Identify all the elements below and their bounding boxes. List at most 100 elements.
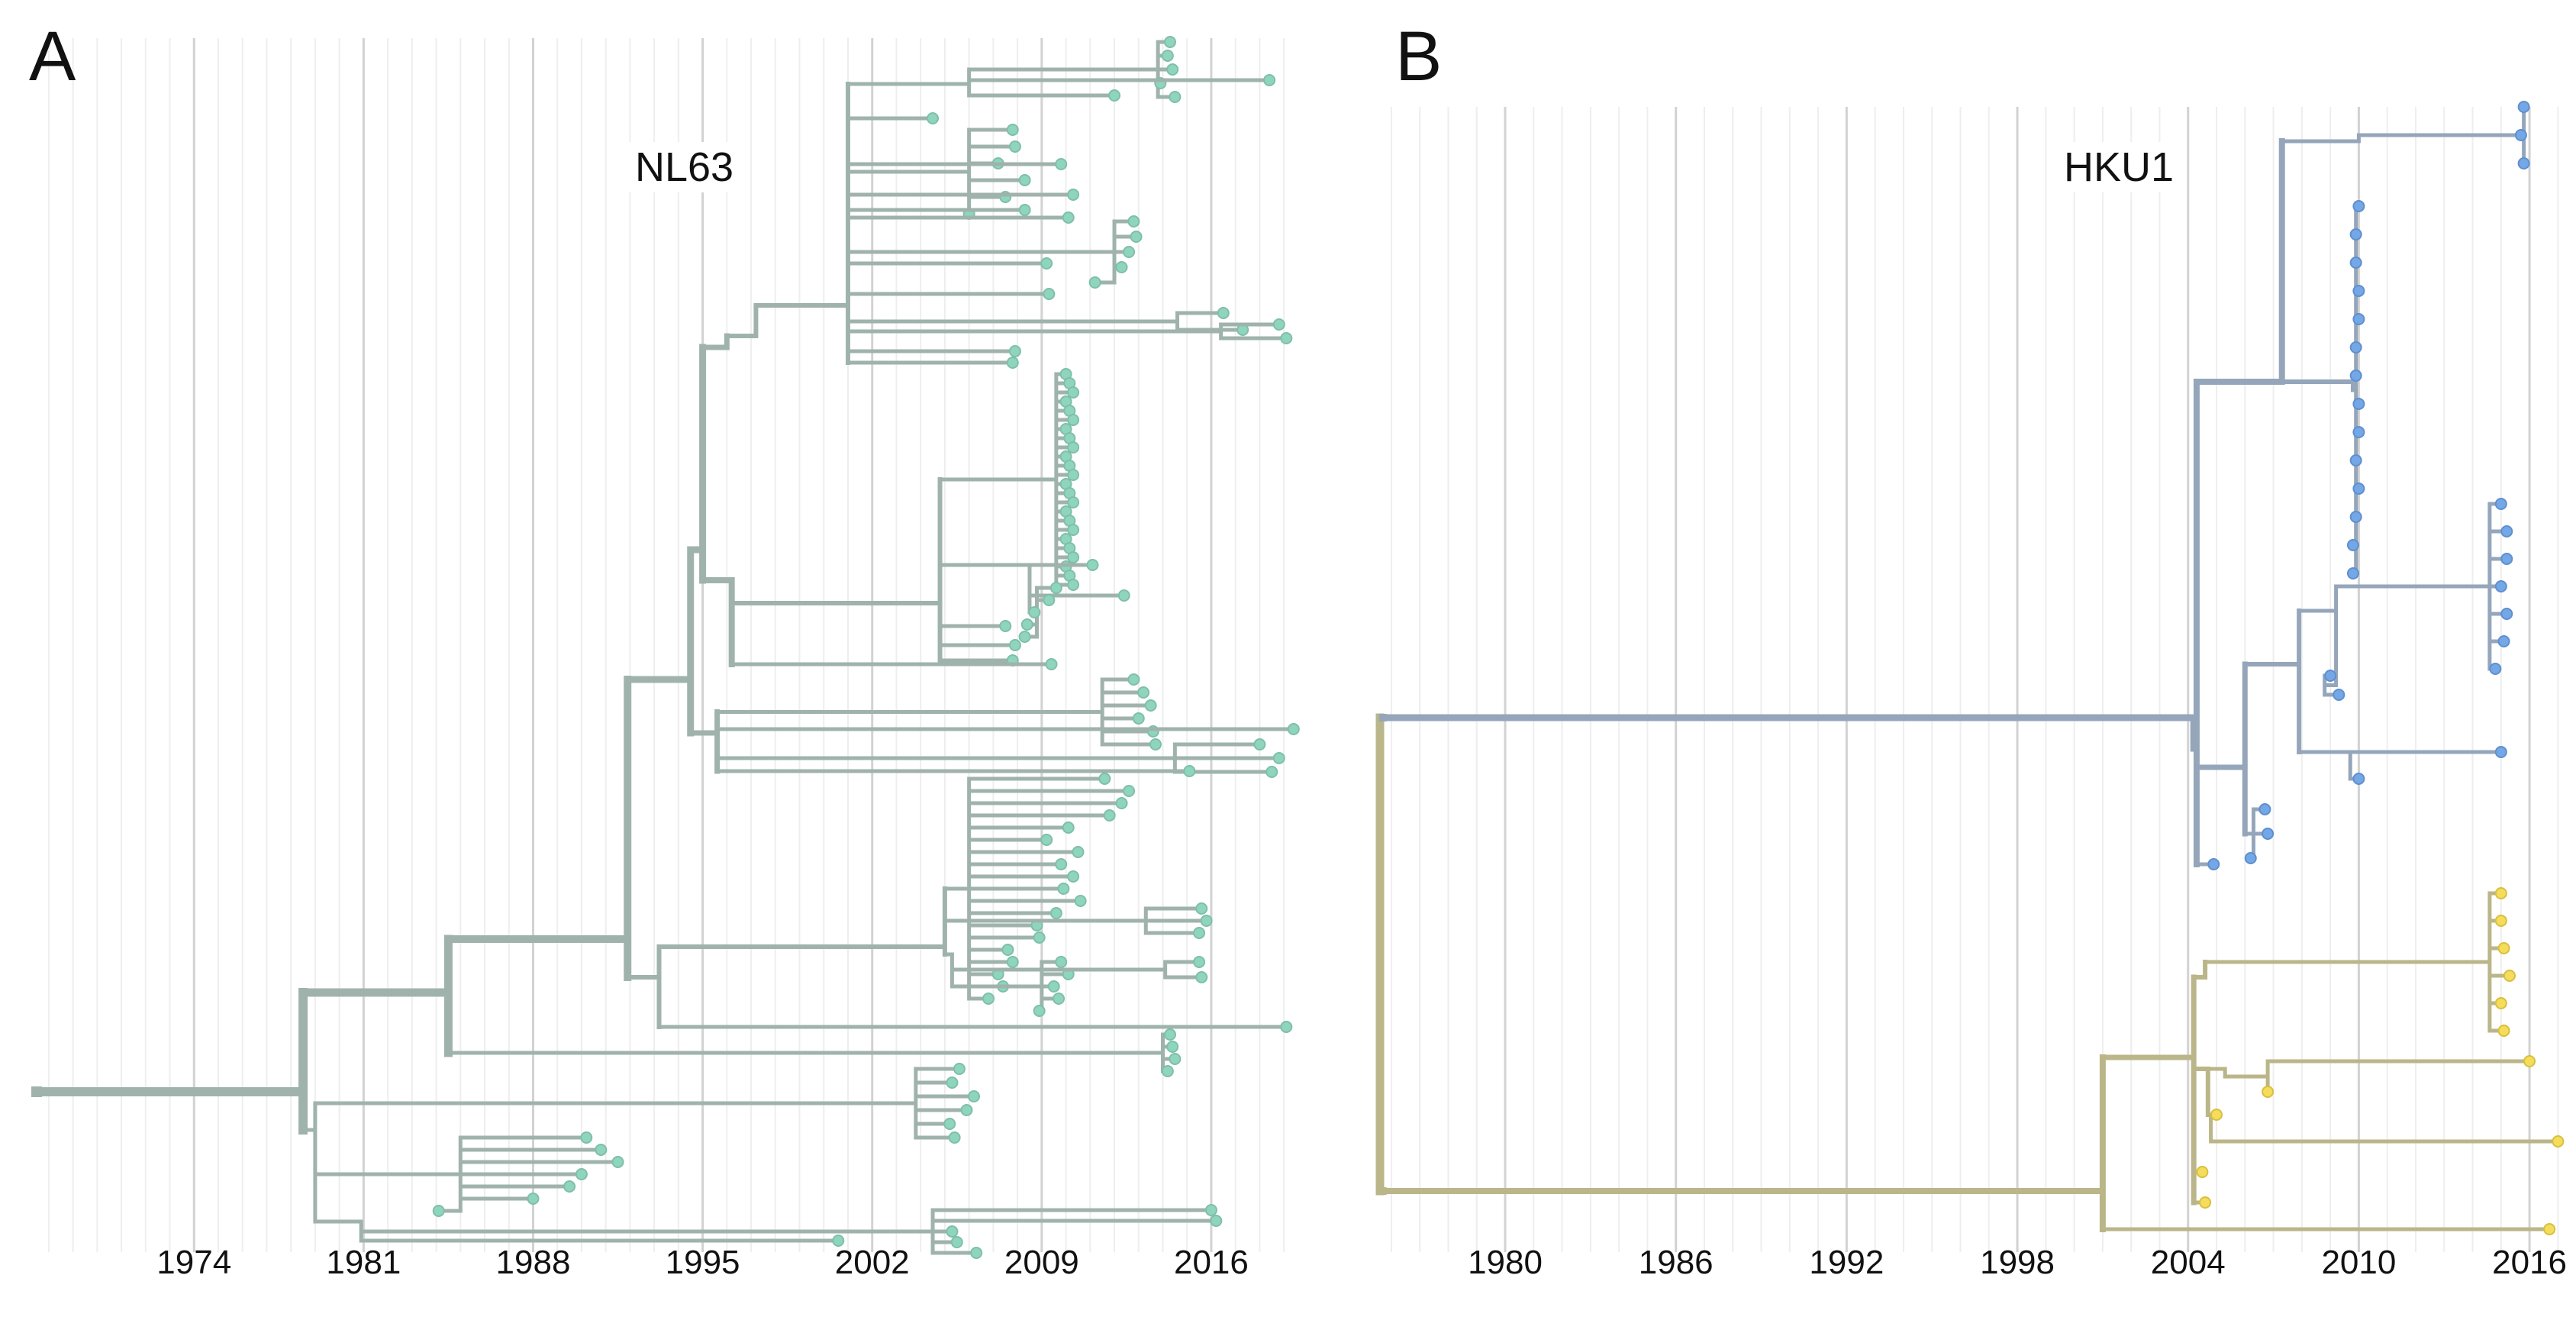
tip-node [1033,1005,1046,1017]
tip-node [1204,1204,1217,1216]
tip-node [946,1077,959,1089]
tip-node [1006,956,1019,968]
tip-node [970,1247,983,1259]
tip-node [1193,927,1206,939]
nl63-tree: 1974 1981 1988 1995 2002 2009 2016 [31,36,1300,1281]
tip-node [1280,332,1293,344]
tip-node [1149,738,1162,750]
tip-node [1130,231,1143,243]
tip-node [2333,689,2345,701]
tip-node [1127,673,1140,686]
tip-node [1108,89,1121,102]
tip-node [2517,157,2530,169]
tip-node [2349,257,2362,269]
tip-node [1123,785,1136,797]
tip-node [948,1131,961,1144]
tip-node [2497,942,2510,954]
tick-label: 2002 [835,1244,910,1281]
tip-node [1164,1028,1176,1041]
tip-node [1053,993,1066,1005]
tip-node [2543,1223,2556,1235]
tick-label: 2016 [2492,1244,2567,1281]
tip-node [1217,307,1230,319]
tip-node [1008,345,1021,357]
tick-label: 1974 [156,1244,231,1281]
tip-node [2262,828,2275,840]
tip-node [1049,582,1062,594]
panel-letter-b: B [1395,18,1443,95]
tip-node [2258,803,2271,815]
tip-node [1115,797,1128,809]
tick-label: 1986 [1639,1244,1714,1281]
tip-node [2349,454,2362,466]
tip-node [2523,1055,2536,1067]
tip-node [1040,257,1053,270]
tip-node [2500,553,2513,565]
tick-label: 1988 [496,1244,571,1281]
tip-node [595,1144,608,1156]
tip-node [1045,658,1058,670]
tip-node [1043,594,1056,606]
tip-node [1166,1041,1179,1053]
tip-node [1086,559,1099,571]
panel-letter-a: A [29,18,76,95]
tip-node [2349,511,2362,523]
tip-node [2494,746,2507,758]
tick-label: 2016 [1174,1244,1249,1281]
tip-node [943,1118,956,1130]
tip-node [1132,712,1145,725]
tip-node [1055,956,1068,968]
tip-node [2517,101,2530,113]
tip-node [2489,663,2502,675]
tip-node [1161,50,1174,62]
tip-node [1103,809,1116,822]
tip-node [575,1168,588,1180]
tip-node [2262,1086,2275,1098]
tip-node [1183,765,1196,777]
tip-node [2199,1196,2212,1209]
tip-node [2352,483,2365,495]
tip-node [1018,204,1031,216]
tip-node [2244,852,2257,864]
tip-node [1020,618,1033,631]
tip-node [1210,1215,1223,1227]
tip-node [1169,1053,1182,1065]
tip-node [2503,970,2516,982]
tip-node [1067,496,1080,508]
tip-node [563,1180,576,1193]
tick-label: 2009 [1004,1244,1079,1281]
tip-node [1018,174,1031,186]
tip-node [2514,129,2527,141]
tip-node [1006,357,1019,369]
tip-node [1166,63,1179,76]
tip-node [1067,551,1080,563]
panel-a: 1974 1981 1988 1995 2002 2009 2016 A NL63 [29,18,1300,1281]
tip-node [2500,525,2513,537]
tip-node [1195,902,1208,915]
tip-node [2494,997,2507,1009]
tip-node [1018,631,1031,643]
tip-node [982,993,995,1005]
tip-node [1265,766,1278,778]
tip-node [1043,288,1056,300]
tip-node [2349,341,2362,353]
tip-node [1161,1065,1174,1077]
tip-node [967,1090,980,1102]
tip-node [1055,158,1068,170]
tip-node [1193,956,1206,968]
tip-node [2346,567,2359,579]
tip-node [1067,189,1080,201]
tip-node [1263,74,1276,86]
tip-node [950,1236,963,1248]
tip-node [2352,285,2365,297]
tip-node [946,1225,959,1238]
virus-label-nl63: NL63 [623,142,746,192]
tick-label: 1998 [1980,1244,2055,1281]
tip-node [2497,635,2510,647]
tip-node [1001,944,1014,956]
tip-node [1137,686,1150,699]
tip-node [2210,1109,2223,1121]
tick-label: 2010 [2321,1244,2396,1281]
tip-node [960,1104,973,1116]
tip-node [1117,589,1130,602]
